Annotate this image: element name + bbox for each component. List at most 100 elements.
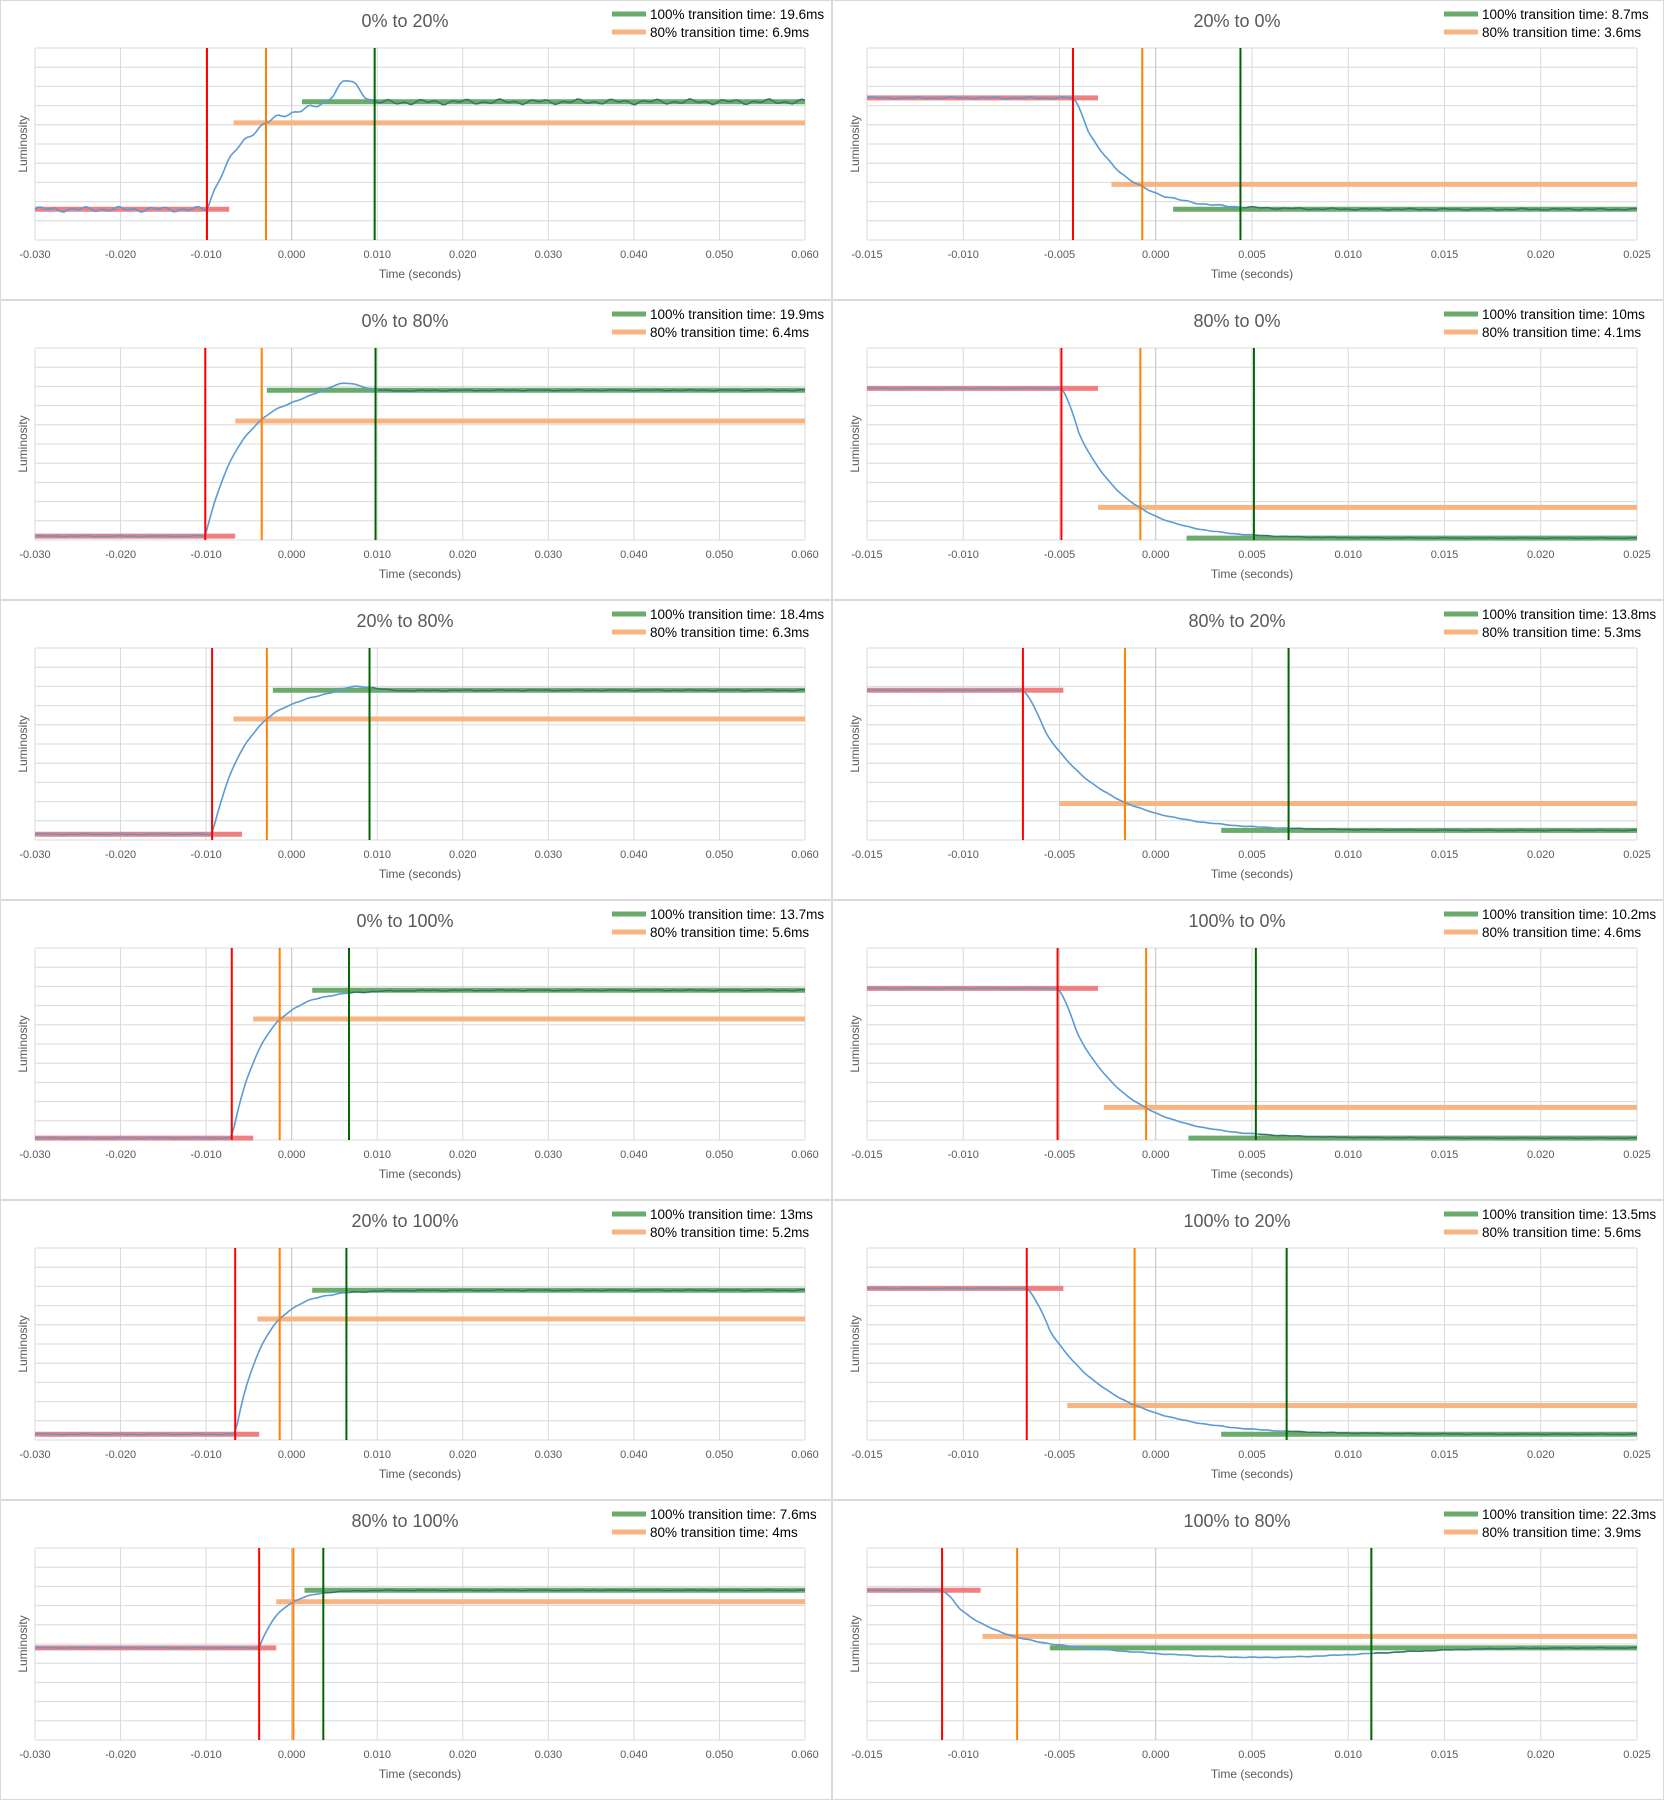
x-tick-label: 0.050 [706, 549, 734, 561]
x-tick-label: -0.005 [1044, 1749, 1075, 1761]
legend-label-100: 100% transition time: 13.7ms [650, 907, 824, 922]
legend-label-100: 100% transition time: 19.9ms [650, 307, 824, 322]
x-tick-label: -0.010 [191, 1149, 222, 1161]
x-tick-label: 0.040 [620, 1449, 648, 1461]
y-axis-label: Luminosity [848, 1015, 862, 1072]
x-axis-label: Time (seconds) [379, 1167, 461, 1181]
x-tick-label: 0.020 [449, 849, 477, 861]
x-tick-label: -0.030 [19, 1449, 50, 1461]
x-tick-label: 0.010 [1334, 249, 1362, 261]
legend-label-80: 80% transition time: 6.4ms [650, 325, 809, 340]
x-tick-label: 0.010 [1334, 549, 1362, 561]
legend-label-80: 80% transition time: 4.1ms [1482, 325, 1641, 340]
x-tick-label: 0.010 [363, 1149, 391, 1161]
x-tick-label: 0.010 [363, 849, 391, 861]
x-tick-label: 0.000 [1142, 1449, 1170, 1461]
chart-border [832, 300, 1664, 600]
x-tick-label: 0.020 [1527, 849, 1555, 861]
y-axis-label: Luminosity [848, 415, 862, 472]
x-tick-label: -0.030 [19, 849, 50, 861]
x-tick-label: 0.000 [1142, 1749, 1170, 1761]
legend-label-100: 100% transition time: 10ms [1482, 307, 1645, 322]
x-axis-label: Time (seconds) [1211, 867, 1293, 881]
settled-curve-segment [378, 388, 806, 392]
x-tick-label: -0.020 [105, 1749, 136, 1761]
chart-title: 20% to 80% [356, 611, 453, 631]
chart-border [0, 600, 832, 900]
x-tick-label: -0.010 [948, 1449, 979, 1461]
x-tick-label: 0.000 [1142, 849, 1170, 861]
x-tick-label: 0.020 [449, 249, 477, 261]
legend-label-100: 100% transition time: 13.5ms [1482, 1207, 1656, 1222]
x-tick-label: 0.000 [278, 1749, 306, 1761]
x-tick-label: 0.030 [535, 1749, 563, 1761]
x-tick-label: 0.005 [1238, 1149, 1266, 1161]
x-tick-label: 0.010 [1334, 1449, 1362, 1461]
x-tick-label: -0.015 [851, 1449, 882, 1461]
x-tick-label: -0.010 [191, 1749, 222, 1761]
chart-title: 100% to 0% [1188, 911, 1285, 931]
x-tick-label: 0.020 [1527, 249, 1555, 261]
x-tick-label: -0.030 [19, 1749, 50, 1761]
legend-label-80: 80% transition time: 5.6ms [1482, 1225, 1641, 1240]
chart-panel: -0.015 -0.010 -0.005 0.000 0.005 0.010 0.015 0.… [832, 300, 1664, 600]
y-axis-label: Luminosity [16, 1615, 30, 1672]
settled-curve-segment [1287, 1430, 1638, 1436]
x-tick-label: -0.005 [1044, 1449, 1075, 1461]
legend-label-100: 100% transition time: 19.6ms [650, 7, 824, 22]
y-axis-label: Luminosity [16, 1315, 30, 1372]
chart-title: 0% to 20% [361, 11, 448, 31]
x-tick-label: -0.005 [1044, 849, 1075, 861]
x-axis-label: Time (seconds) [1211, 567, 1293, 581]
x-tick-label: -0.010 [191, 249, 222, 261]
legend-label-100: 100% transition time: 13ms [650, 1207, 813, 1222]
chart-title: 20% to 100% [351, 1211, 458, 1231]
legend-label-100: 100% transition time: 22.3ms [1482, 1507, 1656, 1522]
x-tick-label: 0.020 [1527, 1149, 1555, 1161]
settled-curve-segment [1242, 205, 1638, 211]
x-tick-label: 0.050 [706, 1149, 734, 1161]
x-tick-label: -0.030 [19, 549, 50, 561]
x-tick-label: 0.025 [1623, 549, 1651, 561]
chart-title: 20% to 0% [1193, 11, 1280, 31]
x-tick-label: 0.030 [535, 1149, 563, 1161]
chart-panel: -0.015 -0.010 -0.005 0.000 0.005 0.010 0.015 0.… [832, 1200, 1664, 1500]
y-axis-label: Luminosity [16, 415, 30, 472]
legend-label-80: 80% transition time: 5.3ms [1482, 625, 1641, 640]
x-tick-label: 0.015 [1431, 849, 1459, 861]
settled-curve-segment [374, 98, 806, 106]
x-tick-label: -0.010 [191, 549, 222, 561]
x-tick-label: 0.060 [791, 1749, 819, 1761]
chart-panel: -0.030 -0.020 -0.010 0.000 0.010 0.020 0.030 0.… [0, 600, 832, 900]
legend-label-80: 80% transition time: 6.3ms [650, 625, 809, 640]
x-tick-label: 0.020 [449, 1149, 477, 1161]
x-tick-label: -0.020 [105, 549, 136, 561]
x-tick-label: 0.060 [791, 1449, 819, 1461]
x-tick-label: 0.050 [706, 849, 734, 861]
x-axis-label: Time (seconds) [1211, 1167, 1293, 1181]
x-tick-label: -0.005 [1044, 1149, 1075, 1161]
x-tick-label: 0.020 [449, 1449, 477, 1461]
settled-curve-segment [349, 1288, 806, 1294]
x-axis-label: Time (seconds) [379, 1467, 461, 1481]
chart-panel: -0.030 -0.020 -0.010 0.000 0.010 0.020 0.030 0.… [0, 900, 832, 1200]
x-tick-label: 0.030 [535, 1449, 563, 1461]
chart-border [832, 600, 1664, 900]
x-tick-label: 0.000 [278, 1449, 306, 1461]
y-axis-label: Luminosity [16, 1015, 30, 1072]
legend-label-80: 80% transition time: 5.6ms [650, 925, 809, 940]
legend-label-80: 80% transition time: 3.9ms [1482, 1525, 1641, 1540]
x-tick-label: -0.010 [948, 249, 979, 261]
chart-title: 80% to 0% [1193, 311, 1280, 331]
x-tick-label: 0.000 [1142, 549, 1170, 561]
x-tick-label: -0.015 [851, 249, 882, 261]
x-tick-label: 0.015 [1431, 1149, 1459, 1161]
x-tick-label: 0.020 [449, 1749, 477, 1761]
legend-label-100: 100% transition time: 8.7ms [1482, 7, 1649, 22]
chart-title: 100% to 80% [1183, 1511, 1290, 1531]
x-axis-label: Time (seconds) [1211, 267, 1293, 281]
x-tick-label: -0.010 [948, 1749, 979, 1761]
x-tick-label: 0.015 [1431, 249, 1459, 261]
chart-panel: -0.015 -0.010 -0.005 0.000 0.005 0.010 0.015 0.… [832, 1500, 1664, 1800]
